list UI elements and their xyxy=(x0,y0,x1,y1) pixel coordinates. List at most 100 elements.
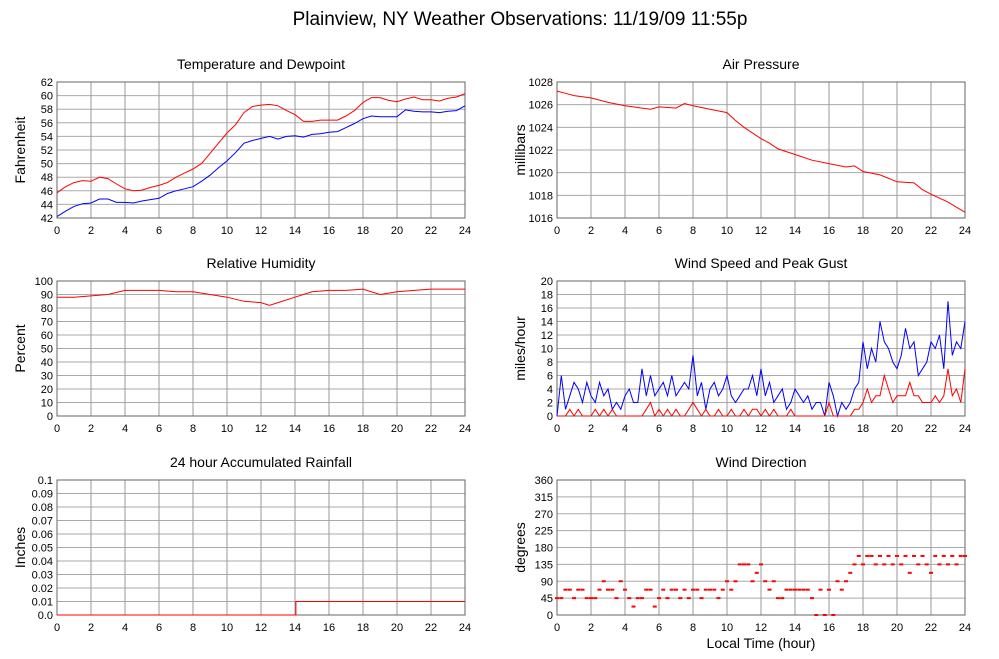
y-tick-label: 18 xyxy=(541,290,553,302)
data-point xyxy=(882,563,887,566)
x-tick-label: 20 xyxy=(391,423,403,435)
data-point xyxy=(805,588,810,591)
data-point xyxy=(708,588,712,591)
y-tick-label: 0.09 xyxy=(32,489,53,501)
x-tick-label: 8 xyxy=(690,423,696,435)
data-point xyxy=(589,597,593,600)
x-tick-label: 4 xyxy=(622,423,628,435)
x-tick-label: 18 xyxy=(857,622,869,634)
x-tick-label: 16 xyxy=(323,622,335,634)
y-tick-label: 0.07 xyxy=(32,516,53,528)
plot-frame xyxy=(556,479,966,616)
y-tick-label: 1024 xyxy=(529,122,553,134)
x-tick-label: 0 xyxy=(54,622,60,634)
data-point xyxy=(780,597,785,600)
main-title: Plainview, NY Weather Observations: 11/1… xyxy=(293,9,748,30)
y-tick-label: 6 xyxy=(547,371,553,383)
x-tick-label: 6 xyxy=(656,423,662,435)
data-point xyxy=(614,597,619,600)
chart-panel-1: Air Pressuremillibars1016101810201022102… xyxy=(512,56,971,237)
x-tick-label: 20 xyxy=(891,622,903,634)
data-point xyxy=(801,588,806,591)
data-point xyxy=(933,554,938,557)
data-point xyxy=(835,580,840,583)
plot-frame xyxy=(56,81,466,219)
series-line-peak-gust xyxy=(556,301,966,418)
data-point xyxy=(661,588,666,591)
data-point xyxy=(861,563,865,566)
x-tick-label: 24 xyxy=(459,622,471,634)
y-tick-label: 0.05 xyxy=(32,543,53,555)
data-point xyxy=(733,580,738,583)
data-point xyxy=(665,597,670,600)
x-tick-label: 12 xyxy=(755,225,767,237)
y-tick-label: 1020 xyxy=(529,168,553,180)
data-point xyxy=(920,554,925,557)
data-point xyxy=(848,571,853,574)
data-point xyxy=(878,554,882,557)
x-tick-label: 2 xyxy=(588,423,594,435)
y-tick-label: 46 xyxy=(41,186,53,198)
x-tick-label: 4 xyxy=(122,225,128,237)
data-point xyxy=(597,588,602,591)
data-point xyxy=(686,597,691,600)
x-tick-label: 16 xyxy=(323,225,335,237)
data-point xyxy=(950,554,955,557)
y-tick-label: 30 xyxy=(41,371,53,383)
x-tick-label: 10 xyxy=(221,423,233,435)
x-tick-label: 14 xyxy=(289,225,301,237)
x-tick-label: 24 xyxy=(959,423,971,435)
x-tick-label: 24 xyxy=(959,622,971,634)
data-point xyxy=(674,588,678,591)
chart-panel-5: Wind Direction degrees Local Time (hour) 0 4… xyxy=(512,454,971,651)
x-tick-label: 20 xyxy=(891,225,903,237)
series-line-pressure xyxy=(556,90,966,213)
y-tick-label: 0 xyxy=(547,411,553,423)
y-tick-label: 180 xyxy=(535,543,553,555)
y-tick-label: 225 xyxy=(535,526,553,538)
y-axis-label: Percent xyxy=(12,324,28,372)
y-tick-label: 48 xyxy=(41,172,53,184)
series-line-dewpoint xyxy=(56,105,466,218)
x-tick-label: 10 xyxy=(721,225,733,237)
y-tick-label: 20 xyxy=(41,384,53,396)
x-tick-label: 8 xyxy=(690,225,696,237)
x-tick-label: 12 xyxy=(255,622,267,634)
y-tick-label: 360 xyxy=(535,475,553,487)
x-tick-label: 0 xyxy=(554,423,560,435)
x-tick-label: 18 xyxy=(357,622,369,634)
x-tick-label: 12 xyxy=(255,423,267,435)
y-tick-label: 0.0 xyxy=(38,610,53,622)
data-point xyxy=(844,580,848,583)
data-point xyxy=(610,588,615,591)
data-point xyxy=(580,588,585,591)
data-point xyxy=(635,597,640,600)
y-tick-label: 70 xyxy=(41,317,53,329)
x-tick-label: 16 xyxy=(323,423,335,435)
x-tick-label: 0 xyxy=(54,225,60,237)
data-point xyxy=(767,588,772,591)
y-tick-label: 80 xyxy=(41,303,53,315)
data-point xyxy=(814,614,819,616)
y-tick-label: 100 xyxy=(35,276,53,288)
data-point xyxy=(699,597,704,600)
x-tick-label: 14 xyxy=(289,423,301,435)
y-tick-label: 60 xyxy=(41,330,53,342)
data-point xyxy=(754,571,759,574)
y-tick-label: 90 xyxy=(41,290,53,302)
data-point xyxy=(555,597,559,600)
data-point xyxy=(797,588,802,591)
y-tick-label: 0.02 xyxy=(32,583,53,595)
x-tick-label: 8 xyxy=(190,225,196,237)
y-tick-label: 44 xyxy=(41,199,53,211)
data-point xyxy=(784,588,789,591)
y-tick-label: 4 xyxy=(547,384,553,396)
data-point xyxy=(771,580,776,583)
x-tick-label: 12 xyxy=(255,225,267,237)
series-line-wind-speed xyxy=(557,368,966,418)
data-point xyxy=(865,554,870,557)
x-tick-label: 6 xyxy=(656,622,662,634)
data-point xyxy=(946,563,950,566)
x-tick-label: 6 xyxy=(156,622,162,634)
x-tick-label: 8 xyxy=(690,622,696,634)
